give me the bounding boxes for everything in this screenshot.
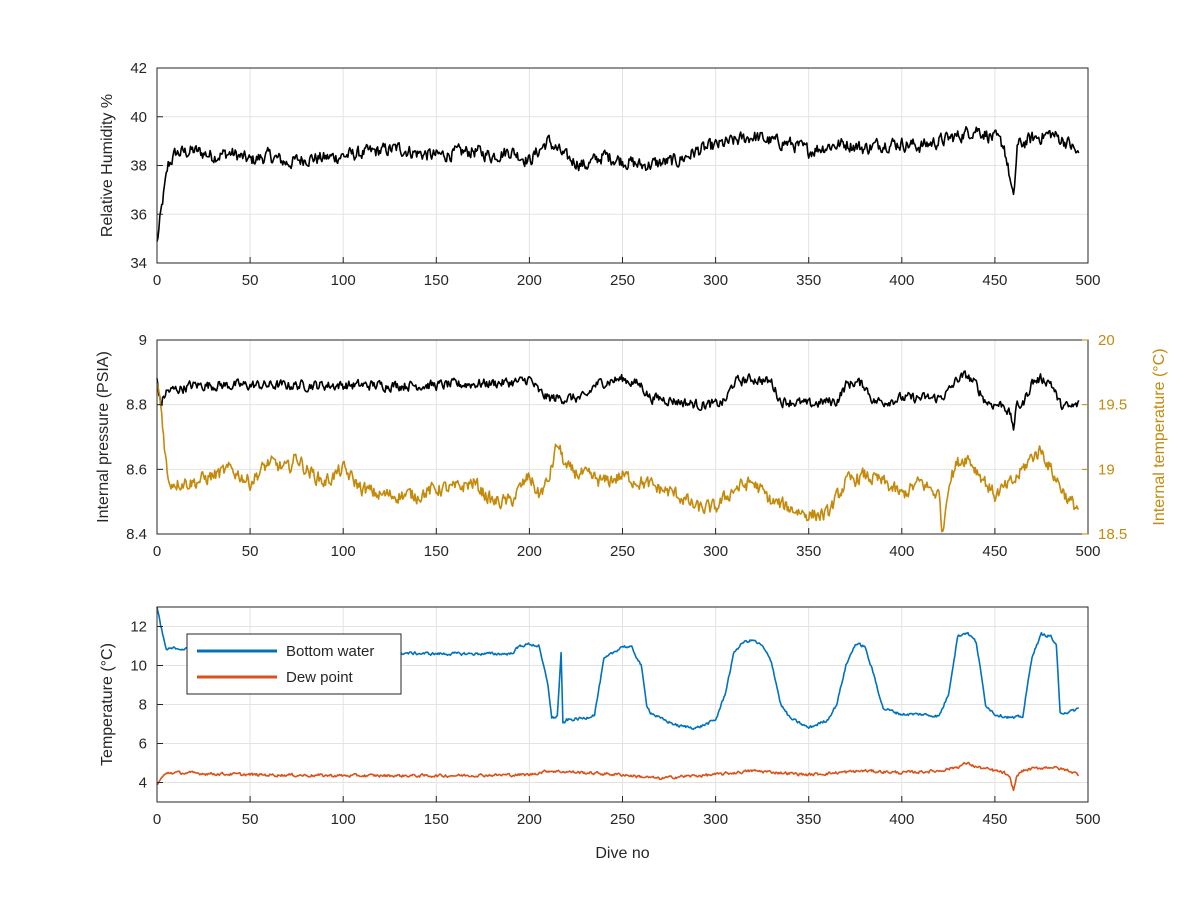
x-tick-label: 100	[331, 811, 356, 828]
y-tick-label: 4	[139, 775, 147, 792]
y-tick-label: 9	[139, 332, 147, 349]
pressure-temperature-series-line-0	[156, 370, 1080, 431]
y-tick-label: 38	[130, 158, 147, 175]
temperature-y-axis-label: Temperature (°C)	[99, 643, 116, 766]
x-tick-label: 0	[153, 543, 161, 560]
legend-dew-point-label: Dew point	[286, 669, 354, 686]
x-tick-label: 500	[1075, 811, 1100, 828]
pressure-y-axis-label: Internal pressure (PSIA)	[95, 351, 112, 523]
x-tick-label: 50	[242, 272, 259, 289]
humidity-series-line-0	[156, 126, 1080, 242]
x-tick-label: 250	[610, 811, 635, 828]
x-tick-label: 50	[242, 811, 259, 828]
y-tick-label: 8.8	[126, 397, 147, 414]
x-tick-label: 400	[889, 811, 914, 828]
x-tick-label: 200	[517, 272, 542, 289]
x-tick-label: 300	[703, 272, 728, 289]
y-tick-label: 8.6	[126, 461, 147, 478]
x-tick-label: 300	[703, 543, 728, 560]
y-tick-label: 34	[130, 255, 147, 272]
y-tick-label: 12	[130, 619, 147, 636]
x-tick-label: 100	[331, 272, 356, 289]
y2-tick-label: 19	[1098, 461, 1115, 478]
y-tick-label: 8	[139, 697, 147, 714]
x-tick-label: 300	[703, 811, 728, 828]
x-tick-label: 150	[424, 272, 449, 289]
x-tick-label: 250	[610, 543, 635, 560]
y2-tick-label: 20	[1098, 332, 1115, 349]
y-tick-label: 42	[130, 60, 147, 77]
y-tick-label: 10	[130, 658, 147, 675]
temperature-ticks: 0 50 100 150 200 250 300 350 400 450 500 4 6 8 10 12	[130, 619, 1100, 829]
x-tick-label: 450	[982, 272, 1007, 289]
legend-box	[186, 633, 402, 695]
x-tick-label: 450	[982, 543, 1007, 560]
x-tick-label: 450	[982, 811, 1007, 828]
temperature-grid	[156, 607, 1089, 802]
x-tick-label: 200	[517, 543, 542, 560]
temperature-legend: Bottom water Dew point	[186, 633, 402, 695]
pressure-temperature-series-line-1	[156, 382, 1080, 533]
humidity-y-axis-label: Relative Humidity %	[99, 94, 116, 237]
x-tick-label: 250	[610, 272, 635, 289]
x-tick-label: 150	[424, 811, 449, 828]
x-tick-label: 500	[1075, 543, 1100, 560]
x-tick-label: 400	[889, 272, 914, 289]
internal-temperature-y-axis-label: Internal temperature (°C)	[1151, 348, 1168, 525]
legend-bottom-water-label: Bottom water	[286, 643, 374, 660]
x-tick-label: 0	[153, 811, 161, 828]
y2-tick-label: 18.5	[1098, 526, 1127, 543]
y-tick-label: 6	[139, 736, 147, 753]
x-tick-label: 200	[517, 811, 542, 828]
humidity-lines	[156, 126, 1080, 242]
temperature-series-line-1	[156, 761, 1080, 792]
x-tick-label: 350	[796, 272, 821, 289]
pressure-ticks: 0 50 100 150 200 250 300 350 400 450 500 8.4 8.6 8.8 9…	[126, 332, 1127, 560]
x-tick-label: 50	[242, 543, 259, 560]
dive-no-x-axis-label: Dive no	[595, 845, 649, 862]
y-tick-label: 36	[130, 206, 147, 223]
x-tick-label: 500	[1075, 272, 1100, 289]
humidity-panel: 0 50 100 150 200 250 300 350 400 450 500 34 36 38 40 42…	[99, 60, 1101, 289]
pressure-temperature-lines	[156, 370, 1080, 533]
x-tick-label: 400	[889, 543, 914, 560]
x-tick-label: 350	[796, 543, 821, 560]
x-tick-label: 350	[796, 811, 821, 828]
y-tick-label: 40	[130, 109, 147, 126]
humidity-ticks: 0 50 100 150 200 250 300 350 400 450 500 34 36 38 40 42	[130, 60, 1100, 289]
y2-tick-label: 19.5	[1098, 397, 1127, 414]
y-tick-label: 8.4	[126, 526, 147, 543]
x-tick-label: 100	[331, 543, 356, 560]
x-tick-label: 0	[153, 272, 161, 289]
pressure-temperature-panel: 0 50 100 150 200 250 300 350 400 450 500 8.4 8.6 8.8 9…	[95, 332, 1168, 560]
x-tick-label: 150	[424, 543, 449, 560]
temperature-panel: 0 50 100 150 200 250 300 350 400 450 500 4 6 8 10 12 Te…	[99, 606, 1101, 862]
